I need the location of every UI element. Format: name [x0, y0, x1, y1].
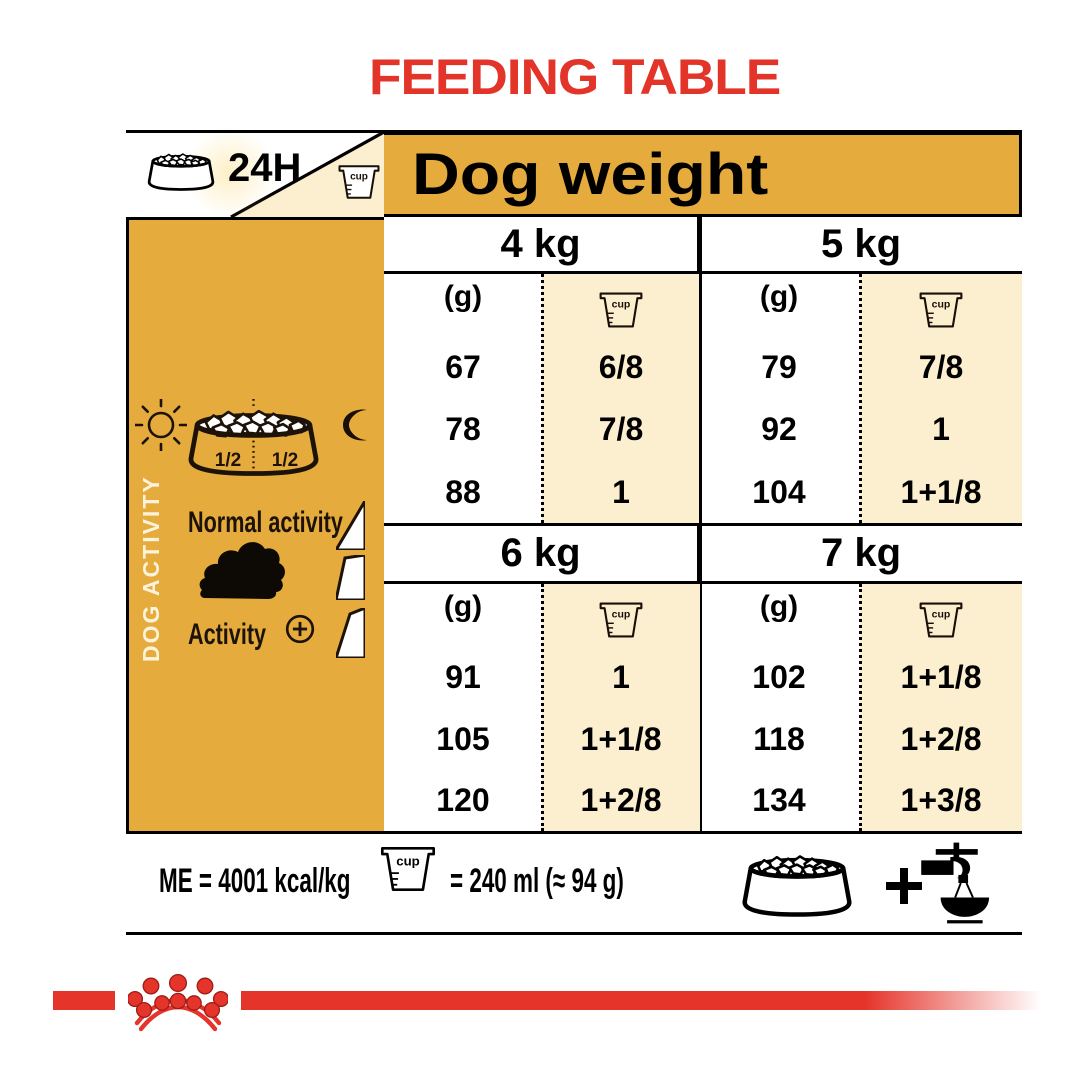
svg-text:cup: cup [350, 171, 368, 182]
svg-text:cup: cup [612, 298, 631, 310]
svg-text:cup: cup [932, 298, 951, 310]
svg-text:cup: cup [612, 608, 631, 620]
svg-text:cup: cup [396, 854, 420, 869]
svg-text:cup: cup [932, 608, 951, 620]
